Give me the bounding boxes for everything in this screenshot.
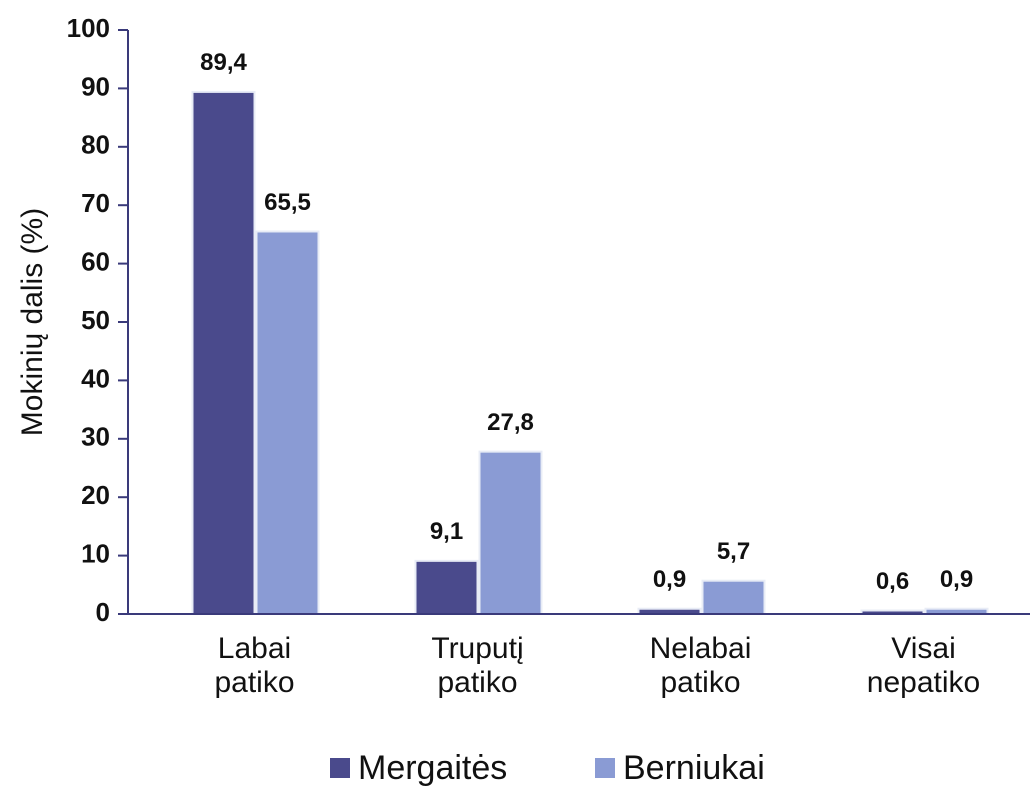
value-label: 5,7 [717, 538, 750, 565]
bar [478, 450, 543, 616]
value-label: 0,6 [876, 568, 909, 595]
y-tick-label: 80 [81, 130, 110, 160]
x-tick-label: Visai nepatiko [866, 632, 981, 699]
y-tick-label: 90 [81, 71, 110, 101]
y-axis-label: Mokinių dalis (%) [16, 208, 49, 436]
value-label: 0,9 [653, 566, 686, 593]
x-tick-label: Nelabai patiko [649, 632, 752, 699]
y-tick-label: 70 [81, 188, 110, 218]
bar [191, 90, 256, 616]
y-tick-label: 10 [81, 538, 110, 568]
x-tick-label: Labai patiko [214, 632, 295, 699]
y-tick-label: 20 [81, 480, 110, 510]
bar [414, 559, 479, 616]
legend-swatch [595, 758, 615, 778]
bar [255, 230, 320, 615]
legend-swatch [330, 758, 350, 778]
value-label: 89,4 [200, 49, 247, 76]
y-tick-label: 40 [81, 363, 110, 393]
legend-label: Berniukai [623, 749, 765, 787]
x-tick-label: Truputį patiko [431, 632, 524, 699]
y-tick-label: 0 [96, 597, 110, 627]
value-label: 65,5 [264, 189, 311, 216]
bar [701, 579, 766, 615]
value-label: 27,8 [487, 409, 534, 436]
y-tick-label: 60 [81, 246, 110, 276]
value-label: 9,1 [430, 518, 463, 545]
y-tick-label: 100 [67, 13, 110, 43]
y-tick-label: 50 [81, 305, 110, 335]
y-tick-label: 30 [81, 422, 110, 452]
legend-label: Mergaitės [358, 749, 507, 787]
value-label: 0,9 [940, 566, 973, 593]
